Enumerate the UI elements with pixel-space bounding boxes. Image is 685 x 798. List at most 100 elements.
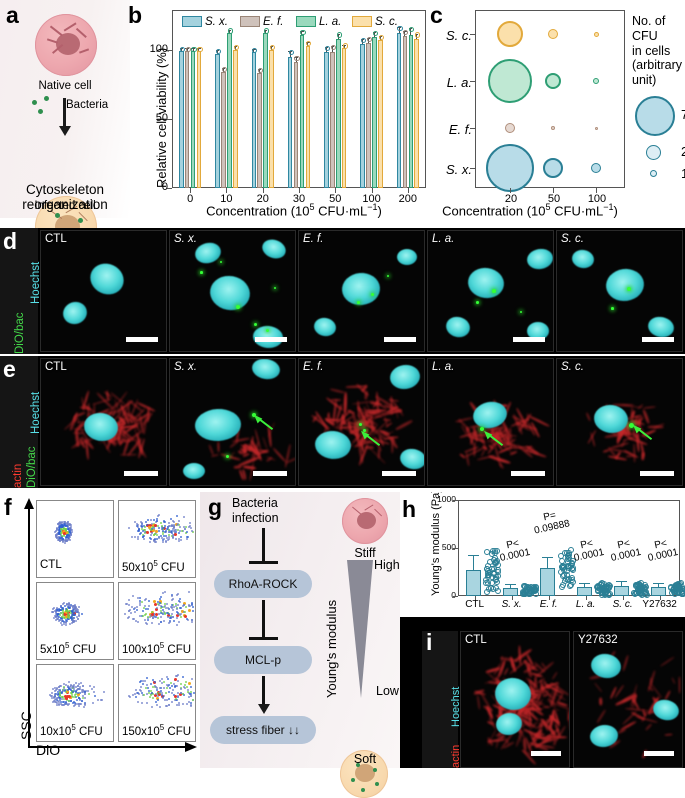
flow-event [160, 528, 163, 531]
flow-event [61, 607, 64, 610]
flow-event [56, 606, 59, 609]
scale-bar [126, 337, 158, 342]
panel-c-xlabel-prefix: Concentration (10 [442, 203, 546, 219]
panel-h-bar [502, 587, 518, 596]
flow-event [175, 704, 178, 706]
flow-event [152, 613, 155, 616]
flow-event [71, 615, 74, 618]
flow-event [171, 527, 174, 530]
flow-event [63, 621, 66, 624]
scale-bar [384, 337, 416, 342]
panel-c-bubble [593, 31, 599, 37]
flow-event [159, 596, 162, 599]
flow-event [68, 623, 71, 626]
flow-event [166, 615, 169, 618]
panel-f-label: f [4, 494, 12, 520]
panel-b-xtick-mark [262, 188, 264, 193]
panel-g-inhibit-bar-1 [249, 561, 278, 564]
scale-bar [642, 337, 674, 342]
nucleus [250, 359, 282, 382]
flow-event [149, 524, 153, 528]
flow-event [183, 603, 186, 606]
micrograph-d: E. f. [298, 230, 425, 352]
panel-b-bar [372, 37, 377, 188]
flow-event [149, 537, 152, 540]
panel-b-datapoint [221, 66, 228, 72]
flow-event [70, 616, 73, 619]
flow-event [70, 611, 73, 614]
bacteria-signal [480, 427, 484, 431]
flow-event [58, 691, 61, 694]
flow-event [190, 620, 193, 623]
flow-event [157, 617, 160, 620]
flow-event [154, 524, 158, 528]
micrograph-e: CTL [40, 358, 167, 486]
flow-event [159, 689, 162, 692]
flow-event [58, 688, 61, 691]
flow-event [56, 699, 59, 702]
flow-event [156, 534, 159, 537]
flow-event [60, 530, 63, 533]
flow-event [60, 527, 63, 530]
flow-event [138, 604, 141, 607]
flow-event [63, 605, 66, 608]
micrograph-d-label: E. f. [303, 233, 324, 245]
flow-event [136, 596, 139, 599]
flow-event [139, 600, 142, 603]
flow-event [160, 611, 163, 614]
flow-event [56, 701, 59, 704]
flow-event [68, 606, 71, 609]
flow-event [135, 605, 138, 608]
panel-c-rowlabel-ef: E. f. [448, 122, 472, 137]
flow-event [168, 616, 171, 619]
panel-b-x-axis-label: Concentration (105 CFU·mL−1) [158, 202, 430, 218]
infected-cell-label: Infected cell [34, 200, 96, 212]
flow-event [61, 540, 64, 543]
flow-event [61, 701, 64, 704]
flow-event [63, 534, 66, 537]
flow-event [60, 608, 63, 611]
flow-event [180, 686, 183, 689]
flow-event [191, 678, 194, 681]
flow-event [68, 602, 70, 605]
panel-h-xtick-mark [548, 596, 550, 600]
flow-event [156, 602, 159, 605]
flow-event [72, 704, 75, 707]
flow-event [167, 536, 170, 539]
flow-event [153, 693, 157, 697]
flow-event [61, 609, 64, 612]
micrograph-i: CTL [460, 631, 570, 768]
panel-f: f SSC DiO CTL 50x105 CFU 5x105 CFU 100x105 … [0, 492, 200, 768]
panel-h-bars [458, 500, 685, 598]
flow-event [157, 537, 160, 540]
flow-event [178, 520, 181, 523]
panel-h-errorbar-cap [541, 557, 553, 559]
panel-h-datapoint [635, 581, 642, 588]
flow-event [60, 536, 63, 539]
actin-fiber [593, 682, 603, 694]
actin-fiber [509, 426, 512, 450]
flow-event [156, 694, 159, 697]
flow-event [142, 534, 145, 537]
flow-event [131, 536, 134, 539]
panel-b-datapoint [415, 32, 421, 38]
flow-event [159, 691, 162, 694]
scale-bar [644, 751, 674, 756]
bacteria-signal [236, 305, 240, 309]
flow-event [68, 603, 71, 606]
flow-event [187, 604, 190, 607]
flow-event [155, 612, 159, 616]
flow-event [62, 527, 65, 530]
panel-h-xtick-label: S. c. [612, 599, 633, 610]
panel-d-channel-dio: DiO/bac [14, 312, 26, 354]
flow-event [144, 604, 147, 607]
flow-event [153, 540, 156, 543]
panel-b-legend-label-sc: S. c. [375, 16, 399, 28]
panel-h-errorbar-cap [504, 584, 516, 586]
flow-event [62, 682, 65, 685]
panel-g-node-mcl-p: MCL-p [214, 646, 312, 674]
flow-event [176, 593, 179, 596]
flow-event [72, 696, 75, 699]
panel-h-xtick-label: S. x. [501, 599, 522, 610]
flow-event [165, 699, 168, 702]
